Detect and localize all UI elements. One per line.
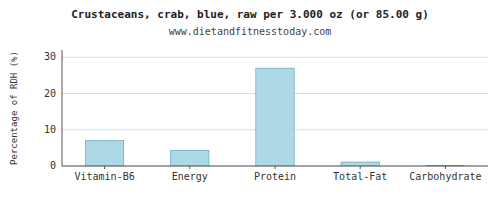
x-tick — [445, 166, 446, 169]
y-axis-line — [62, 50, 63, 166]
x-tick — [189, 166, 190, 169]
x-tick-label: Energy — [172, 171, 208, 182]
chart-svg: Crustaceans, crab, blue, raw per 3.000 o… — [0, 0, 500, 200]
y-tick-label: 0 — [50, 160, 56, 171]
x-tick-label: Vitamin-B6 — [74, 171, 134, 182]
bars — [85, 68, 464, 166]
chart-container: Crustaceans, crab, blue, raw per 3.000 o… — [0, 0, 500, 200]
y-tick-label: 20 — [44, 88, 56, 99]
bar — [341, 162, 379, 166]
bar — [85, 141, 123, 166]
x-tick-label: Protein — [254, 171, 296, 182]
x-tick-label: Total-Fat — [333, 171, 387, 182]
x-tick-label: Carbohydrate — [409, 171, 481, 182]
x-tick — [104, 166, 105, 169]
bar — [256, 68, 294, 166]
y-tick-label: 10 — [44, 124, 56, 135]
x-tick — [275, 166, 276, 169]
grid — [62, 57, 488, 166]
title: Crustaceans, crab, blue, raw per 3.000 o… — [71, 8, 429, 21]
y-axis-label: Percentage of RDH (%) — [9, 51, 19, 165]
x-tick — [360, 166, 361, 169]
bar — [171, 150, 209, 166]
y-tick-label: 30 — [44, 51, 56, 62]
subtitle: www.dietandfitnesstoday.com — [169, 26, 332, 37]
grid-line — [62, 57, 488, 58]
